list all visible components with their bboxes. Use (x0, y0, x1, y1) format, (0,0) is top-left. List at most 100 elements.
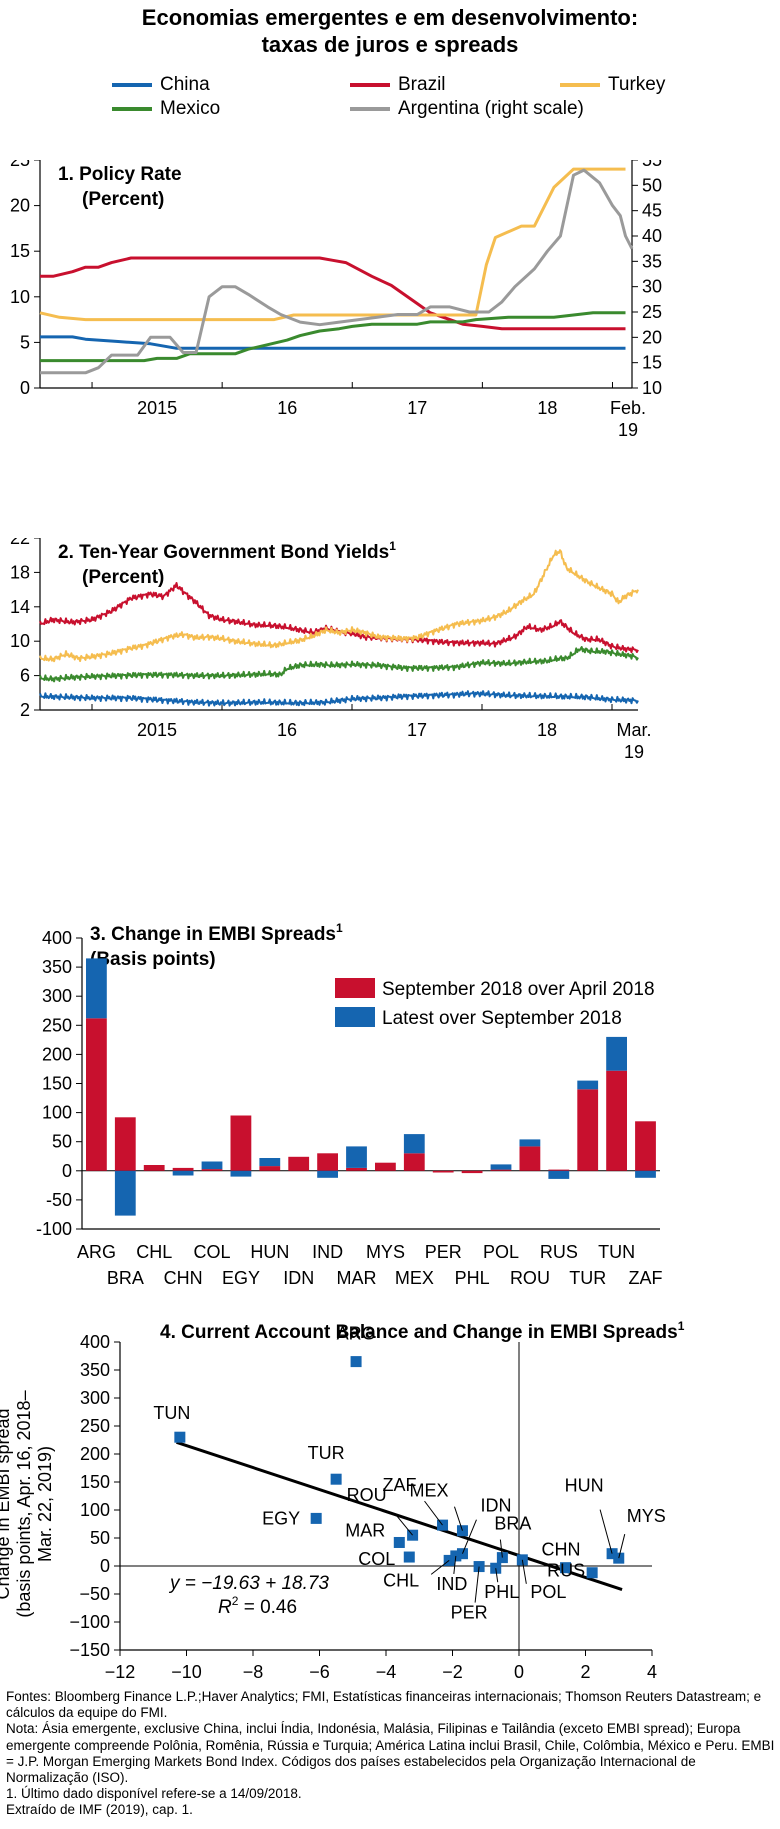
panel1-xtick-label: 18 (537, 398, 557, 418)
scatter-point-col (403, 1551, 415, 1563)
panel2-series-turkey (39, 549, 639, 663)
panel3-category-label-tun: TUN (598, 1242, 635, 1262)
panel2-ytick-label: 14 (10, 597, 30, 617)
panel2-title-text: 2. Ten-Year Government Bond Yields (58, 542, 389, 563)
scatter-leader-mys (618, 1534, 626, 1559)
panel4-ytick-label: −100 (69, 1612, 110, 1632)
panel1-ytick-right-label: 15 (642, 353, 662, 373)
panel4-xtick-label: 0 (514, 1662, 524, 1682)
panel2-ytick-label: 6 (20, 666, 30, 686)
bar-tun-blue (606, 1036, 627, 1071)
policy-rate-chart: 1. Policy Rate (Percent) 0 5 10 15 20 25 10 15 2… (10, 160, 662, 440)
legend-swatch-brazil (350, 82, 390, 87)
legend-swatch-mexico (112, 106, 152, 111)
panel1-series-turkey (39, 167, 626, 322)
scatter-label-per: PER (451, 1603, 488, 1623)
panel4-ytick-label: −150 (69, 1640, 110, 1660)
bar-hun-blue (259, 1158, 281, 1167)
panel1-ytick-right-label: 50 (642, 175, 662, 195)
panel4-y-axis-label-line: (basis points, Apr. 16, 2018– (14, 1390, 34, 1617)
panel3-category-label-arg: ARG (77, 1242, 116, 1262)
panel1-xtick-label: 16 (277, 398, 297, 418)
scatter-point-rus (586, 1567, 598, 1579)
scatter-point-tur (330, 1473, 342, 1485)
panel2-x-end-label-2: 19 (624, 742, 644, 762)
panel3-subtitle: (Basis points) (90, 949, 216, 970)
panel4-xtick-label: 4 (647, 1662, 657, 1682)
panel4-xtick-label: −10 (171, 1662, 202, 1682)
scatter-point-pol (516, 1554, 528, 1566)
panel4-xtick-label: −2 (442, 1662, 463, 1682)
bar-egy-blue (230, 1170, 252, 1177)
panel3-legend-swatch-blue (335, 1007, 375, 1027)
bar-bra-red (114, 1117, 136, 1171)
panel3-legend-label-blue: Latest over September 2018 (382, 1008, 622, 1029)
scatter-label-rus: RUS (547, 1561, 585, 1581)
panel1-ytick-right-label: 10 (642, 378, 662, 398)
panel1-title: 1. Policy Rate (58, 164, 182, 185)
panel2-ytick-label: 2 (20, 700, 30, 720)
bar-phl-red (461, 1170, 483, 1174)
panel3-category-label-tur: TUR (569, 1268, 606, 1288)
legend-label-mexico: Mexico (160, 98, 221, 119)
panel4-ytick-label: 150 (80, 1472, 110, 1492)
current-account-scatter-chart: 4. Current Account Balance and Change in… (0, 1319, 685, 1682)
bar-mys-red (375, 1162, 396, 1171)
panel3-ytick-label: 150 (42, 1074, 72, 1094)
scatter-leader-rou (394, 1512, 413, 1536)
panel1-series-mexico (40, 311, 626, 363)
bar-mar-red (346, 1167, 367, 1171)
footer-source-ref: Extraído de IMF (2019), cap. 1. (6, 1802, 193, 1818)
panel3-ytick-label: 0 (62, 1161, 72, 1181)
embi-spreads-bar-chart: 3. Change in EMBI Spreads1 (Basis points… (36, 921, 663, 1288)
legend-item-mexico: Mexico (112, 98, 220, 120)
bar-tun-red (606, 1070, 627, 1171)
footer-footnote: 1. Último dado disponível refere-se a 14… (6, 1786, 302, 1802)
panel1-subtitle: (Percent) (82, 189, 164, 210)
panel2-title: 2. Ten-Year Government Bond Yields1 (58, 539, 396, 563)
panel2-series-china (39, 690, 639, 707)
scatter-label-zaf: ZAF (383, 1475, 417, 1495)
panel1-series-china (40, 335, 626, 350)
bar-arg-red (86, 1018, 107, 1171)
scatter-point-mar (393, 1536, 405, 1548)
scatter-point-ind (450, 1550, 462, 1562)
scatter-point-egy (310, 1512, 322, 1524)
panel4-ytick-label: −50 (79, 1584, 110, 1604)
panel4-ytick-label: 400 (80, 1332, 110, 1352)
bar-egy-red (230, 1115, 252, 1171)
scatter-label-ind: IND (436, 1574, 467, 1594)
panel4-y-axis-label: Change in EMBI spread(basis points, Apr.… (0, 1390, 55, 1617)
panel4-ytick-label: 100 (80, 1500, 110, 1520)
legend-swatch-china (112, 82, 152, 87)
panel4-title-text: 4. Current Account Balance and Change in… (160, 1322, 678, 1343)
bar-col-red (201, 1169, 223, 1171)
panel4-title-sup: 1 (678, 1319, 685, 1333)
scatter-label-idn: IDN (480, 1496, 511, 1516)
panel3-category-label-zaf: ZAF (629, 1268, 663, 1288)
panel1-ytick-left-label: 0 (20, 378, 30, 398)
footer-sources: Fontes: Bloomberg Finance L.P.;Haver Ana… (6, 1689, 762, 1721)
panel4-r2-value: = 0.46 (238, 1597, 297, 1618)
bar-chn-red (172, 1167, 194, 1171)
panel4-ytick-label: 0 (100, 1556, 110, 1576)
panel2-xtick-label: 2015 (137, 720, 177, 740)
panel1-ytick-left-label: 25 (10, 160, 30, 170)
panel4-ytick-label: 300 (80, 1388, 110, 1408)
legend-item-argentina: Argentina (right scale) (350, 98, 584, 120)
scatter-leader-ind (453, 1555, 457, 1574)
panel4-ytick-label: 50 (90, 1528, 110, 1548)
panel1-ytick-left-label: 10 (10, 287, 30, 307)
panel3-category-label-phl: PHL (455, 1268, 490, 1288)
panel1-xtick-label: 2015 (137, 398, 177, 418)
panel2-xtick-label: 18 (537, 720, 557, 740)
figure-title-line2: taxas de juros e spreads (261, 32, 519, 57)
panel3-category-label-chl: CHL (136, 1242, 172, 1262)
panel3-category-label-ind: IND (312, 1242, 343, 1262)
panel3-ytick-label: 50 (52, 1132, 72, 1152)
scatter-label-mys: MYS (627, 1506, 666, 1526)
legend-label-china: China (160, 74, 210, 95)
scatter-point-mys (613, 1552, 625, 1564)
figure-title: Economias emergentes e em desenvolviment… (0, 4, 780, 58)
panel3-ytick-label: 400 (42, 928, 72, 948)
